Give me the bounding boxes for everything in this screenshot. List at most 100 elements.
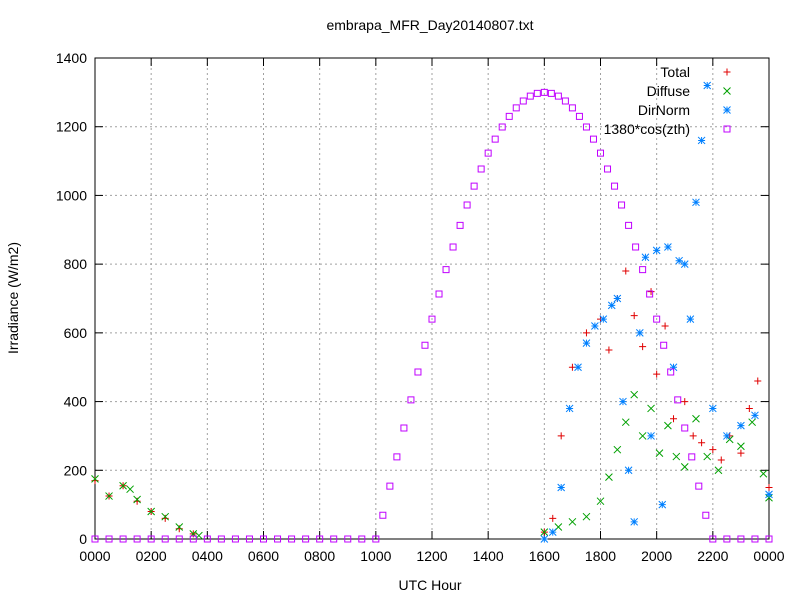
point [105,535,113,543]
point [613,445,622,454]
point [491,135,499,143]
point [414,368,422,376]
point [274,535,282,543]
point [189,535,197,543]
point [568,104,576,112]
legend-marker [723,125,731,133]
point [622,267,630,275]
y-tick-label: 400 [64,394,88,410]
point [421,341,429,349]
point [568,517,577,526]
y-tick-label: 200 [64,462,88,478]
point [288,535,296,543]
point [748,418,757,427]
point [526,92,534,100]
point [765,483,773,491]
point [463,201,471,209]
point [119,535,127,543]
x-tick-label: 0000 [753,548,784,564]
point [697,136,706,145]
point [386,482,394,490]
point [302,535,310,543]
point [260,535,267,543]
point [549,514,557,522]
point [557,483,566,492]
point [765,535,773,543]
y-tick-label: 0 [79,531,87,547]
point [605,346,613,354]
point [695,482,703,490]
point [105,492,113,500]
point [669,363,678,372]
point [667,368,675,376]
point [639,343,647,351]
point [652,246,661,255]
point [751,535,759,543]
point [456,221,464,229]
x-tick-label: 0800 [304,548,335,564]
x-tick-label: 1400 [473,548,504,564]
point [630,312,638,320]
y-tick-label: 1200 [56,119,87,135]
legend-label: 1380*cos(zth) [604,121,690,137]
x-axis-label: UTC Hour [398,577,461,593]
point [330,535,338,543]
point [91,475,99,483]
point [442,266,450,274]
point [702,511,710,519]
point [435,290,443,298]
point [231,535,239,543]
point [540,528,549,536]
point [91,535,99,543]
point [703,81,712,90]
legend-marker [723,106,731,114]
point [611,182,619,190]
point [147,507,156,516]
y-axis-label: Irradiance (W/m2) [5,242,21,354]
point [635,329,644,337]
point [675,256,683,265]
point [618,201,626,209]
point [703,452,712,461]
point [217,535,225,543]
legend-label: DirNorm [638,102,690,118]
point [565,404,574,413]
point [737,449,745,457]
point [765,490,773,499]
point [688,453,696,461]
point [605,473,613,482]
x-tick-label: 1800 [585,548,616,564]
point [689,432,697,440]
point [316,535,324,543]
point [407,396,415,404]
point [477,165,485,173]
legend-label: Diffuse [647,83,691,99]
point [596,497,605,506]
point [653,370,661,378]
point [607,301,616,310]
point [557,432,565,440]
point [655,449,664,457]
x-tick-label: 1600 [529,548,560,564]
point [681,398,689,406]
point [540,88,548,96]
point [245,535,253,543]
point [428,315,436,323]
point [692,198,700,207]
point [119,481,127,490]
point [561,97,569,105]
plot-frame [94,57,770,540]
x-tick-label: 0600 [248,548,279,564]
point [554,92,562,100]
point [344,535,352,543]
y-tick-label: 600 [64,325,88,341]
point [597,149,604,157]
point [641,253,650,262]
point [203,535,211,543]
point [126,485,134,494]
point [681,424,689,432]
point [638,432,647,440]
point [547,89,555,97]
point [639,266,647,274]
